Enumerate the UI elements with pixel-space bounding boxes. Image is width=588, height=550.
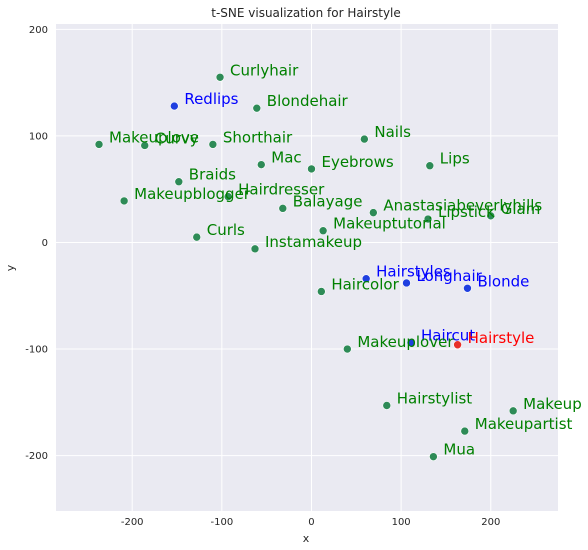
data-label: Curls	[207, 221, 245, 239]
y-tick-label: 100	[29, 131, 48, 142]
data-point	[174, 177, 184, 187]
data-label: Shorthair	[223, 128, 293, 146]
data-label: Haircut	[421, 327, 475, 345]
data-point	[508, 406, 518, 416]
data-label: Makeuplover	[357, 333, 454, 351]
data-label: Lips	[440, 150, 470, 168]
data-label: Eyebrows	[321, 153, 393, 171]
data-label: Hairstylist	[397, 390, 473, 408]
data-label: Makeupblogger	[134, 185, 251, 203]
chart-title: t-SNE visualization for Hairstyle	[211, 6, 401, 20]
data-point	[423, 214, 433, 224]
axis-ticks: -200 -100 0 100 200 -200 -100 0 100 200	[25, 25, 500, 528]
data-point	[192, 232, 202, 242]
data-label: Makeup	[523, 395, 582, 413]
x-tick-label: 200	[481, 517, 500, 528]
data-label: Anastasiabeverlyhills	[383, 197, 542, 215]
data-point	[223, 192, 233, 201]
data-point	[317, 287, 326, 296]
grid-lines	[56, 24, 558, 511]
data-label: Makeuptutorial	[333, 215, 446, 233]
data-point	[343, 344, 352, 354]
y-axis-label: y	[4, 264, 17, 271]
data-label: Mua	[443, 441, 475, 459]
data-point	[406, 338, 416, 347]
plot-area	[56, 24, 558, 511]
data-label: Glam	[501, 200, 541, 218]
data-point	[140, 141, 150, 150]
data-point	[208, 140, 218, 149]
data-label: Hairstyles	[376, 263, 451, 281]
data-label: Hairstyle	[468, 329, 535, 347]
data-point	[307, 164, 316, 174]
data-label: Balayage	[293, 192, 363, 210]
data-label: Curvy	[155, 129, 199, 147]
data-point	[361, 274, 371, 283]
data-point	[369, 208, 378, 217]
data-point	[402, 278, 411, 288]
data-point	[460, 426, 470, 436]
data-label: Curlyhair	[230, 61, 299, 79]
data-point	[215, 72, 225, 82]
data-label: Makeupartist	[475, 415, 573, 433]
y-tick-label: -200	[25, 451, 48, 462]
data-point	[425, 161, 435, 171]
data-point	[453, 340, 462, 350]
data-point	[256, 160, 266, 169]
data-labels: Curlyhair Redlips Blondehair MakeuploveCurv…	[109, 61, 582, 458]
x-tick-label: -100	[210, 517, 233, 528]
data-point	[250, 244, 260, 254]
x-axis-label: x	[303, 532, 310, 545]
data-points	[94, 72, 518, 461]
data-label: Nails	[374, 123, 411, 141]
data-point	[382, 401, 392, 410]
x-tick-label: -200	[121, 517, 144, 528]
data-label: Redlips	[184, 90, 238, 108]
data-label: Blondehair	[267, 92, 349, 110]
data-point	[252, 103, 262, 113]
data-point	[119, 196, 129, 206]
data-point	[360, 134, 369, 144]
data-label: Hairdresser	[238, 181, 325, 199]
y-tick-label: -100	[25, 345, 48, 356]
data-point	[318, 226, 328, 236]
data-label: Longhair	[417, 267, 483, 285]
data-label: Braids	[189, 166, 236, 184]
data-point	[94, 140, 104, 149]
data-point	[463, 283, 472, 293]
y-tick-label: 200	[29, 25, 48, 36]
data-point	[486, 211, 496, 221]
data-point	[170, 101, 179, 111]
data-label: Makeuplove	[109, 128, 199, 146]
data-label: Haircolor	[331, 275, 399, 293]
data-point	[278, 204, 288, 213]
data-label: Instamakeup	[265, 233, 362, 251]
x-tick-label: 100	[392, 517, 411, 528]
data-point	[429, 452, 438, 461]
data-label: Blonde	[477, 272, 529, 290]
x-tick-label: 0	[308, 517, 314, 528]
data-label: Mac	[271, 149, 301, 167]
data-label: Lipstick	[438, 203, 495, 221]
y-tick-label: 0	[42, 238, 48, 249]
